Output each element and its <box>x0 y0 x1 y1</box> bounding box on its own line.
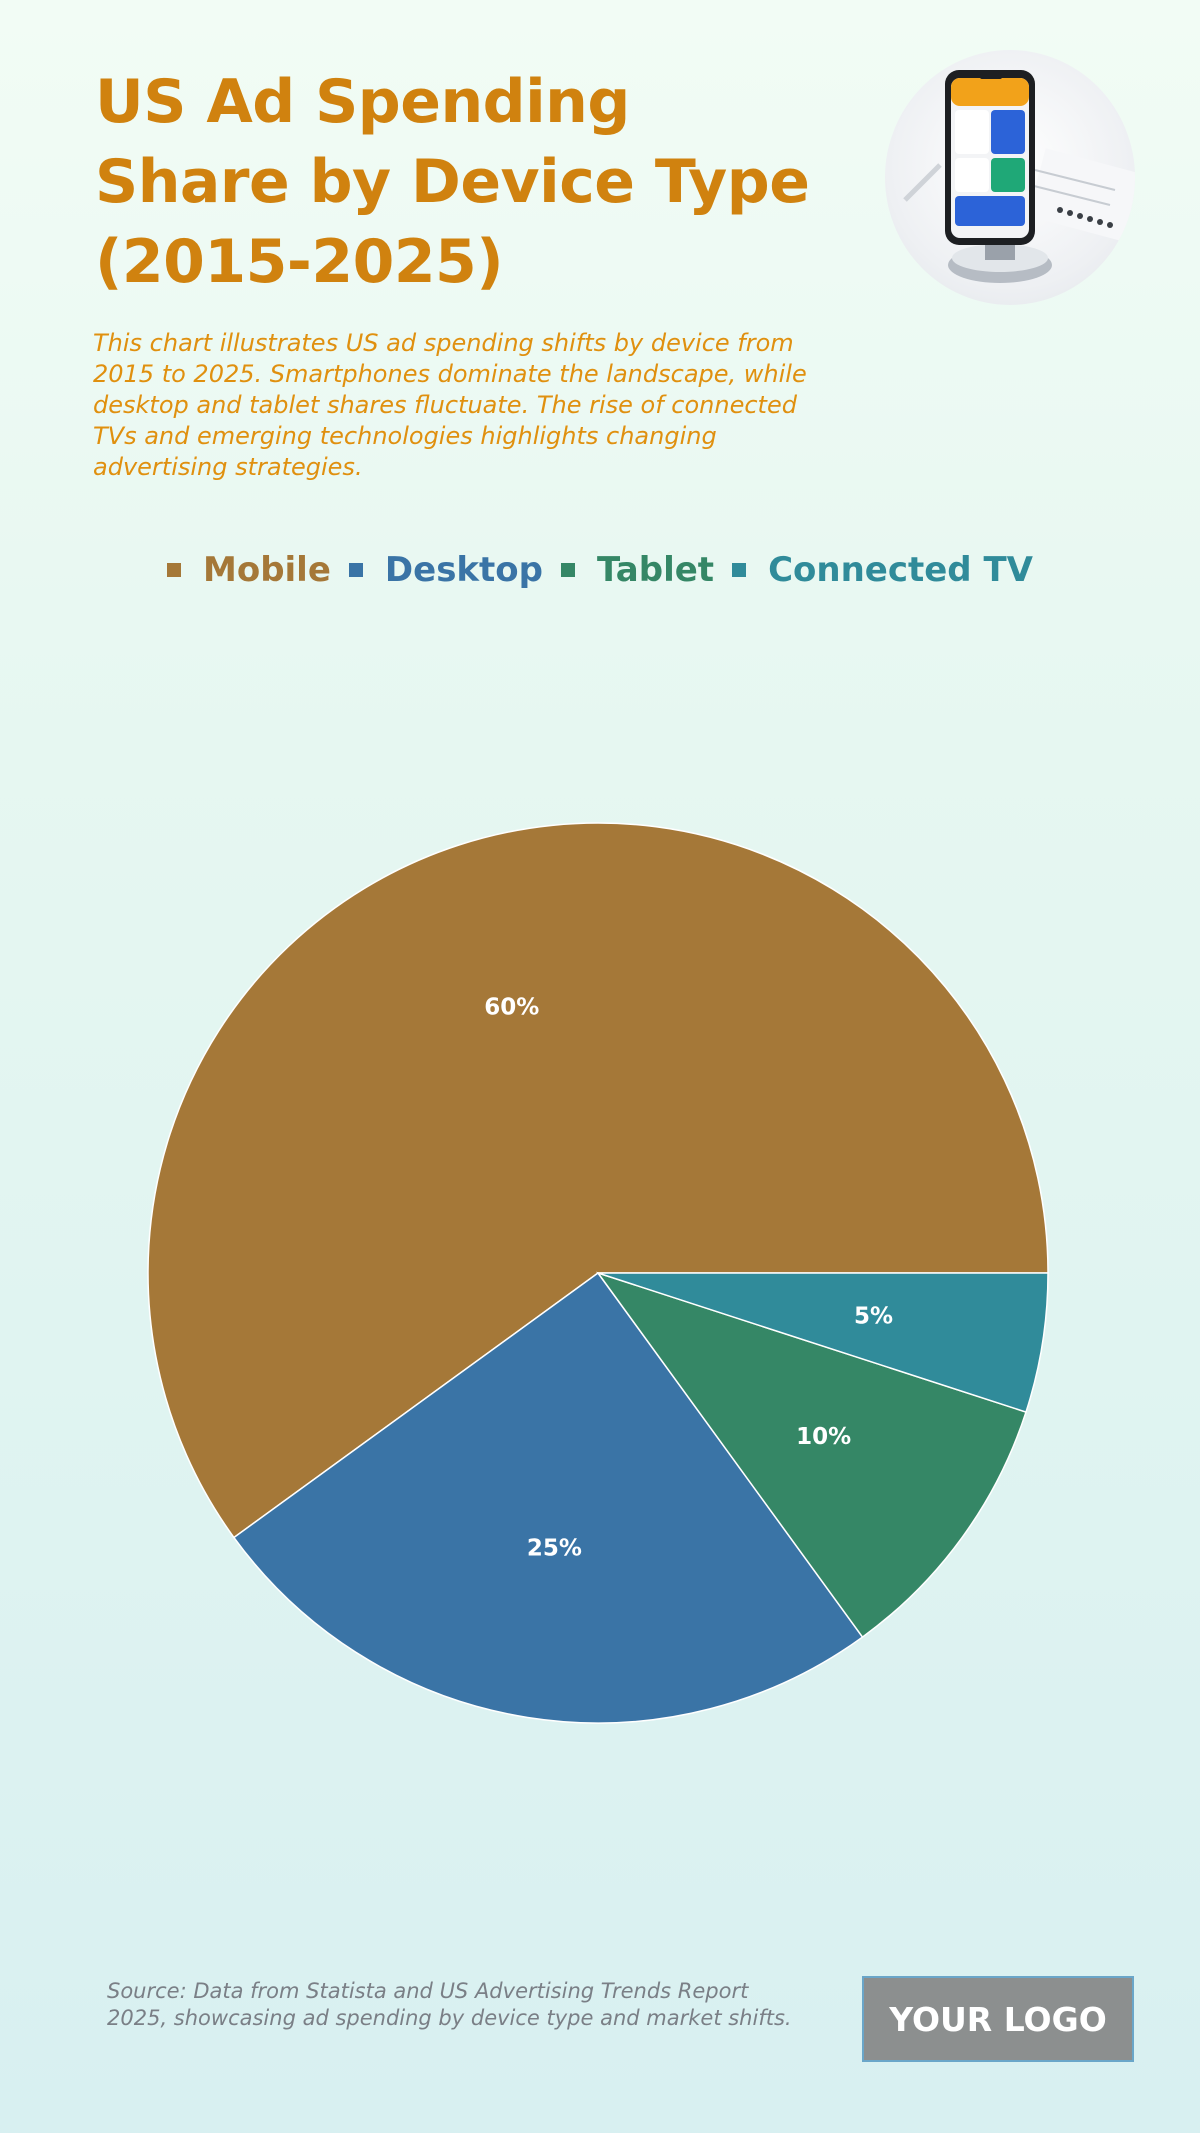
pie-slice-tablet <box>596 1271 1027 1639</box>
legend-swatch <box>732 563 747 577</box>
legend-label: Tablet <box>597 550 715 590</box>
chart-title: US Ad Spending Share by Device Type (201… <box>95 67 810 297</box>
source-note: Source: Data from Statista and US Advert… <box>107 1979 792 2030</box>
pie-chart: 60% 25% 10% 5% <box>147 822 1049 1724</box>
logo-placeholder: YOUR LOGO <box>862 1976 1134 2062</box>
data-label-desktop: 25% <box>527 1536 582 1562</box>
chart-subtitle: This chart illustrates US ad spending sh… <box>93 329 807 481</box>
legend-label: Mobile <box>203 550 331 590</box>
legend-label: Desktop <box>384 550 543 590</box>
pie-slice-mobile <box>147 822 1049 1539</box>
legend-item-mobile: Mobile <box>167 550 331 590</box>
legend-label: Connected TV <box>768 550 1033 590</box>
data-label-tablet: 10% <box>796 1424 851 1450</box>
legend-swatch <box>167 563 181 577</box>
pie-slice-connected-tv <box>597 1272 1049 1414</box>
chart-legend: Mobile Desktop Tablet Connected TV <box>0 545 1200 595</box>
smartphone-photo <box>885 50 1135 305</box>
data-label-mobile: 60% <box>484 995 539 1021</box>
pie-slice-desktop <box>232 1271 864 1724</box>
legend-item-tablet: Tablet <box>561 550 714 590</box>
data-label-connected-tv: 5% <box>854 1304 893 1330</box>
legend-item-connected-tv: Connected TV <box>732 550 1033 590</box>
legend-swatch <box>348 563 363 577</box>
legend-swatch <box>561 563 575 577</box>
legend-item-desktop: Desktop <box>348 550 543 590</box>
